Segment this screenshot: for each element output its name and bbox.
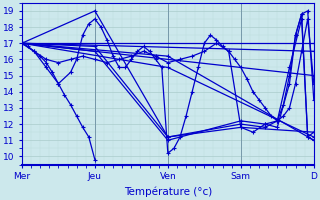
X-axis label: Température (°c): Température (°c) (124, 187, 212, 197)
